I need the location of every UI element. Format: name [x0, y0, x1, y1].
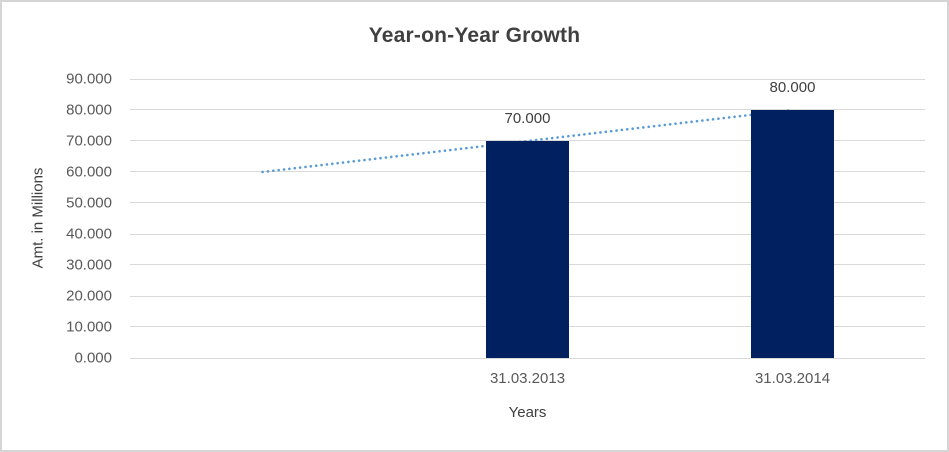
- y-axis-tick-labels: 90.000 80.000 70.000 60.000 50.000 40.000 30.0…: [2, 71, 112, 367]
- gridline: [130, 140, 925, 142]
- y-tick-label: 10.000: [66, 318, 112, 336]
- y-tick-label: 80.000: [66, 101, 112, 119]
- y-tick-label: 70.000: [66, 132, 112, 150]
- y-tick-label: 90.000: [66, 70, 112, 88]
- bar-31.03.2013: [486, 141, 569, 358]
- category-label: 31.03.2014: [754, 370, 831, 387]
- plot-area: 70.000 80.000: [130, 78, 925, 359]
- x-axis-title: Years: [508, 404, 547, 421]
- x-axis-category-labels: 31.03.2013 31.03.2014: [130, 370, 925, 390]
- y-tick-label: 20.000: [66, 287, 112, 305]
- y-tick-label: 50.000: [66, 194, 112, 212]
- y-tick-label: 60.000: [66, 163, 112, 181]
- y-tick-label: 0.000: [74, 349, 112, 367]
- gridline: [130, 78, 925, 80]
- bar-31.03.2014: [751, 110, 834, 358]
- category-label: 31.03.2013: [489, 370, 566, 387]
- y-tick-label: 30.000: [66, 256, 112, 274]
- gridline: [130, 109, 925, 111]
- chart-title: Year-on-Year Growth: [368, 24, 581, 47]
- y-tick-label: 40.000: [66, 225, 112, 243]
- bar-data-label: 70.000: [504, 110, 551, 127]
- bar-data-label: 80.000: [769, 79, 816, 96]
- gridline: [130, 357, 925, 359]
